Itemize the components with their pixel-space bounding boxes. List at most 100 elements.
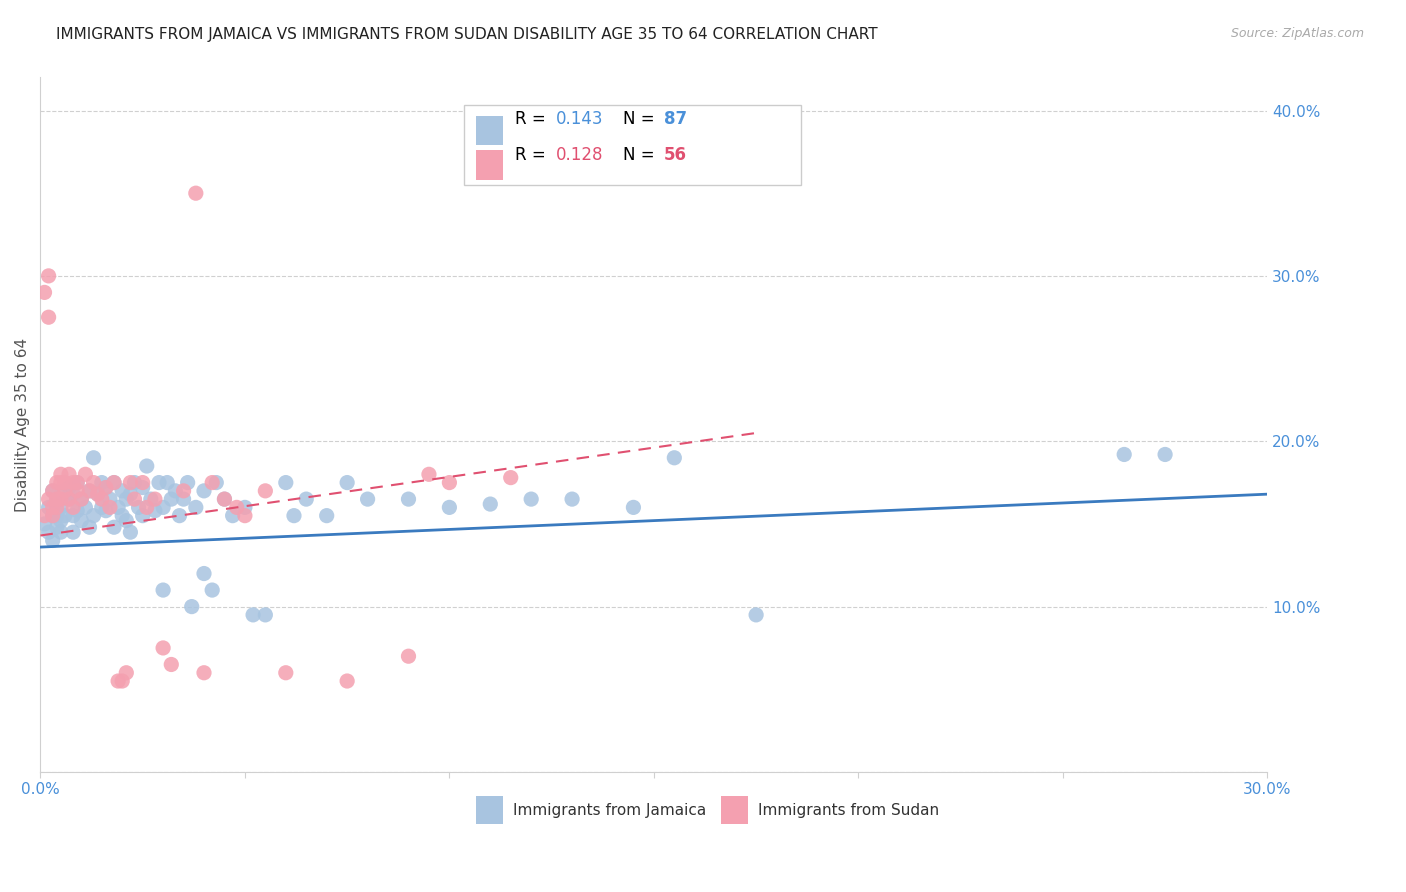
Point: [120, 525, 142, 540]
Point: [1154, 447, 1177, 461]
Text: 0.128: 0.128: [555, 146, 603, 164]
Point: [148, 475, 170, 490]
Point: [58, 492, 80, 507]
Text: R =: R =: [515, 146, 551, 164]
Point: [38, 525, 60, 540]
Point: [184, 186, 207, 201]
Point: [111, 673, 134, 688]
Point: [156, 475, 179, 490]
Point: [103, 475, 125, 490]
Point: [173, 492, 195, 507]
Point: [38, 500, 60, 515]
Point: [193, 566, 215, 581]
Point: [356, 492, 378, 507]
Point: [623, 500, 645, 515]
Point: [41, 483, 63, 498]
Point: [45, 520, 67, 534]
Point: [83, 508, 105, 523]
Point: [1114, 447, 1136, 461]
Point: [41, 483, 63, 498]
Text: 87: 87: [664, 110, 686, 128]
FancyBboxPatch shape: [477, 151, 503, 179]
Point: [254, 483, 277, 498]
Point: [79, 520, 101, 534]
Point: [193, 665, 215, 680]
Point: [115, 665, 138, 680]
Point: [418, 467, 440, 482]
Point: [115, 514, 138, 528]
Point: [221, 508, 243, 523]
FancyBboxPatch shape: [464, 105, 801, 186]
Point: [49, 475, 72, 490]
Point: [90, 500, 112, 515]
Point: [66, 475, 89, 490]
Point: [94, 481, 117, 495]
Point: [131, 475, 153, 490]
Point: [90, 475, 112, 490]
Point: [499, 470, 522, 484]
Point: [274, 665, 297, 680]
Point: [201, 475, 224, 490]
Text: N =: N =: [623, 110, 659, 128]
Point: [98, 492, 121, 507]
Point: [184, 500, 207, 515]
Point: [160, 657, 183, 672]
Point: [439, 475, 461, 490]
Text: IMMIGRANTS FROM JAMAICA VS IMMIGRANTS FROM SUDAN DISABILITY AGE 35 TO 64 CORRELA: IMMIGRANTS FROM JAMAICA VS IMMIGRANTS FR…: [56, 27, 877, 42]
Point: [124, 475, 146, 490]
Point: [205, 475, 228, 490]
Point: [38, 268, 60, 283]
Point: [180, 599, 202, 614]
Point: [66, 475, 89, 490]
Point: [254, 607, 277, 622]
Point: [45, 475, 67, 490]
Point: [520, 492, 543, 507]
Point: [225, 500, 247, 515]
Point: [115, 492, 138, 507]
Point: [45, 504, 67, 518]
Point: [45, 492, 67, 507]
Point: [49, 514, 72, 528]
Point: [79, 483, 101, 498]
Point: [70, 492, 93, 507]
Point: [295, 492, 318, 507]
Point: [83, 475, 105, 490]
Point: [41, 533, 63, 548]
Point: [62, 475, 84, 490]
Point: [107, 500, 129, 515]
Point: [70, 492, 93, 507]
Point: [274, 475, 297, 490]
Point: [439, 500, 461, 515]
Point: [62, 487, 84, 501]
Point: [49, 467, 72, 482]
Point: [49, 500, 72, 515]
Point: [131, 481, 153, 495]
Point: [233, 500, 256, 515]
Point: [38, 310, 60, 325]
Point: [152, 640, 174, 655]
Point: [176, 475, 198, 490]
Point: [45, 508, 67, 523]
FancyBboxPatch shape: [477, 116, 503, 145]
Text: N =: N =: [623, 146, 659, 164]
Point: [34, 285, 56, 300]
Point: [120, 487, 142, 501]
Point: [128, 500, 150, 515]
Point: [53, 483, 76, 498]
Point: [283, 508, 305, 523]
Point: [79, 483, 101, 498]
Point: [160, 492, 183, 507]
Point: [94, 504, 117, 518]
Point: [193, 483, 215, 498]
Point: [111, 508, 134, 523]
Point: [34, 508, 56, 523]
Point: [242, 607, 264, 622]
Point: [58, 492, 80, 507]
Point: [398, 492, 420, 507]
Point: [49, 525, 72, 540]
Point: [107, 673, 129, 688]
Text: Immigrants from Jamaica: Immigrants from Jamaica: [513, 803, 706, 818]
Point: [336, 673, 359, 688]
Point: [98, 500, 121, 515]
Point: [214, 492, 236, 507]
